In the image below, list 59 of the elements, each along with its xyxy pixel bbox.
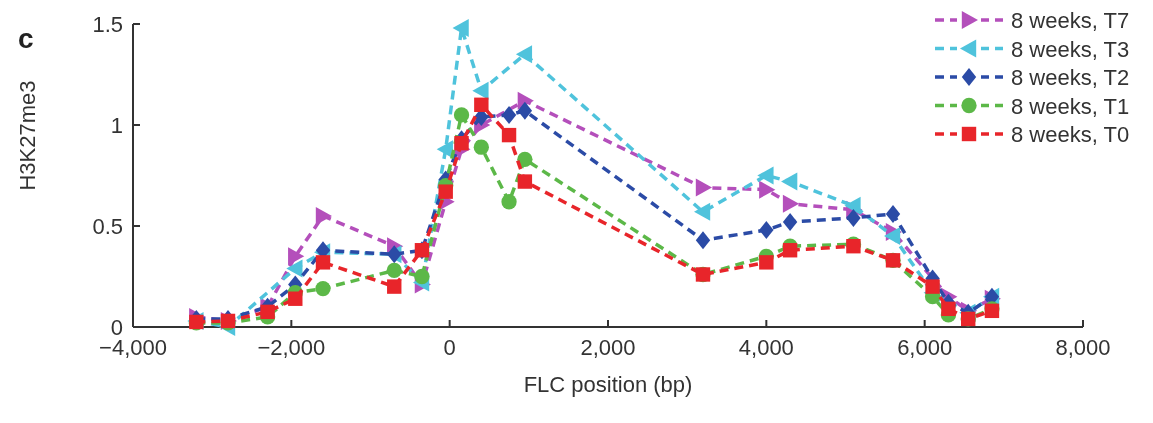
x-tick-label: 2,000: [580, 335, 636, 360]
point: [759, 180, 776, 199]
point: [288, 291, 303, 306]
point: [694, 202, 711, 221]
point: [288, 247, 305, 266]
point: [387, 279, 402, 294]
x-tick-label: 0: [443, 335, 456, 360]
point: [782, 243, 798, 258]
point: [472, 81, 489, 100]
legend-label: 8 weeks, T7: [1011, 8, 1130, 33]
point: [517, 101, 533, 120]
point: [501, 105, 517, 124]
point: [454, 135, 469, 151]
point: [286, 259, 303, 278]
point: [695, 231, 711, 250]
x-tick-label: 8,000: [1055, 335, 1111, 360]
y-tick-label: 0.5: [92, 214, 123, 239]
y-axis-title: H3K27me3: [15, 80, 40, 191]
point: [757, 166, 774, 185]
point: [925, 279, 940, 294]
point: [386, 262, 402, 279]
legend-label: 8 weeks, T2: [1011, 65, 1130, 90]
point: [517, 174, 533, 189]
point: [515, 45, 533, 64]
point: [501, 194, 517, 210]
point: [452, 19, 469, 38]
point: [781, 172, 798, 191]
y-tick-label: 1: [110, 113, 123, 138]
x-tick-label: 4,000: [738, 335, 794, 360]
point: [438, 184, 453, 199]
point: [844, 196, 861, 215]
point: [315, 206, 332, 225]
x-tick-label: 6,000: [897, 335, 953, 360]
point: [695, 178, 712, 197]
point: [884, 227, 901, 246]
text: c: [18, 23, 34, 54]
point: [782, 194, 800, 213]
legend-label: 8 weeks, T1: [1011, 93, 1130, 119]
point: [436, 140, 453, 159]
x-axis-title: FLC position (bp): [523, 372, 693, 397]
legend-label: 8 weeks, T3: [1011, 36, 1130, 62]
point: [315, 280, 331, 297]
x-tick-label: −2,000: [257, 335, 326, 360]
point: [501, 127, 517, 143]
point: [414, 268, 430, 285]
legend-label: 8 weeks, T0: [1011, 122, 1130, 147]
point: [517, 151, 533, 167]
point: [885, 204, 901, 223]
point: [474, 97, 489, 112]
point: [782, 212, 798, 231]
point: [846, 208, 861, 227]
point: [260, 304, 275, 320]
point: [453, 107, 470, 123]
point: [473, 139, 489, 155]
point: [941, 301, 956, 317]
y-tick-label: 1.5: [92, 12, 123, 37]
point: [759, 221, 774, 240]
point: [759, 255, 774, 270]
point: [315, 255, 331, 270]
